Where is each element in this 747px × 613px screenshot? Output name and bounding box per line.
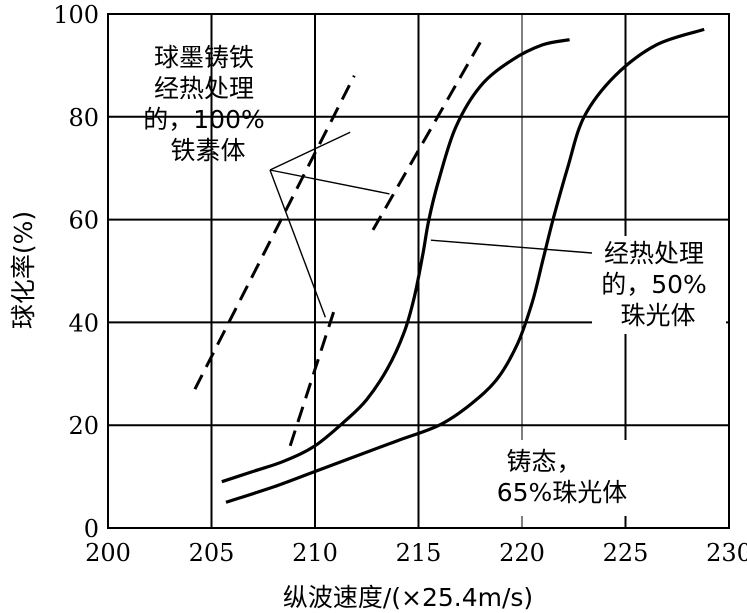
annotation-ferrite: 球墨铸铁 经热处理 的，100% 铁素体: [143, 43, 272, 165]
x-tick-label-215: 215: [396, 539, 442, 567]
tick-labels: 200 205 210 215 220 225 230 0 20 40 60 80 100: [53, 1, 747, 567]
y-tick-label-60: 60: [68, 207, 99, 235]
y-tick-label-100: 100: [53, 1, 99, 29]
series-group: [193, 27, 705, 504]
x-tick-label-225: 225: [603, 539, 649, 567]
y-tick-label-80: 80: [68, 104, 99, 132]
annotation-leader-4: [430, 239, 593, 254]
series-line-1: [193, 75, 356, 390]
x-tick-label-220: 220: [499, 539, 545, 567]
annotation-ferrite-line-1: 球墨铸铁: [154, 43, 254, 72]
annotation-pearlite-50: 经热处理 的，50% 珠光体: [601, 239, 715, 330]
x-tick-label-205: 205: [189, 539, 235, 567]
annotation-pearlite-50-line-2: 的，50%: [601, 270, 707, 299]
series-line-5: [225, 27, 705, 504]
x-tick-label-230: 230: [706, 539, 747, 567]
annotation-ferrite-line-4: 铁素体: [170, 136, 245, 165]
x-axis-label: 纵波速度/(×25.4m/s): [283, 583, 533, 612]
series-line-4: [221, 38, 570, 484]
annotation-as-cast-line-1: 铸态，: [507, 447, 582, 476]
annotation-leader-3: [269, 169, 327, 318]
plot-frame: [107, 13, 730, 529]
x-tick-label-200: 200: [85, 539, 131, 567]
y-tick-label-20: 20: [68, 412, 99, 440]
leader-lines: [269, 131, 593, 458]
annotation-as-cast: 铸态， 65%珠光体: [497, 447, 628, 507]
y-tick-label-40: 40: [68, 309, 99, 337]
x-tick-label-210: 210: [292, 539, 338, 567]
annotation-pearlite-50-line-1: 经热处理: [604, 239, 704, 268]
annotation-leader-1: [269, 131, 351, 171]
y-axis-label: 球化率(%): [9, 211, 38, 329]
annotation-ferrite-line-3: 的，100%: [143, 105, 264, 134]
annotation-pearlite-50-bg: [592, 236, 726, 334]
annotation-ferrite-line-2: 经热处理: [154, 74, 254, 103]
series-line-3: [371, 33, 487, 231]
annotation-as-cast-bg: [478, 440, 656, 516]
annotation-leader-2: [269, 169, 390, 195]
annotation-pearlite-50-line-3: 珠光体: [620, 301, 695, 330]
annotation-as-cast-line-2: 65%珠光体: [497, 478, 628, 507]
y-tick-label-0: 0: [84, 515, 99, 543]
